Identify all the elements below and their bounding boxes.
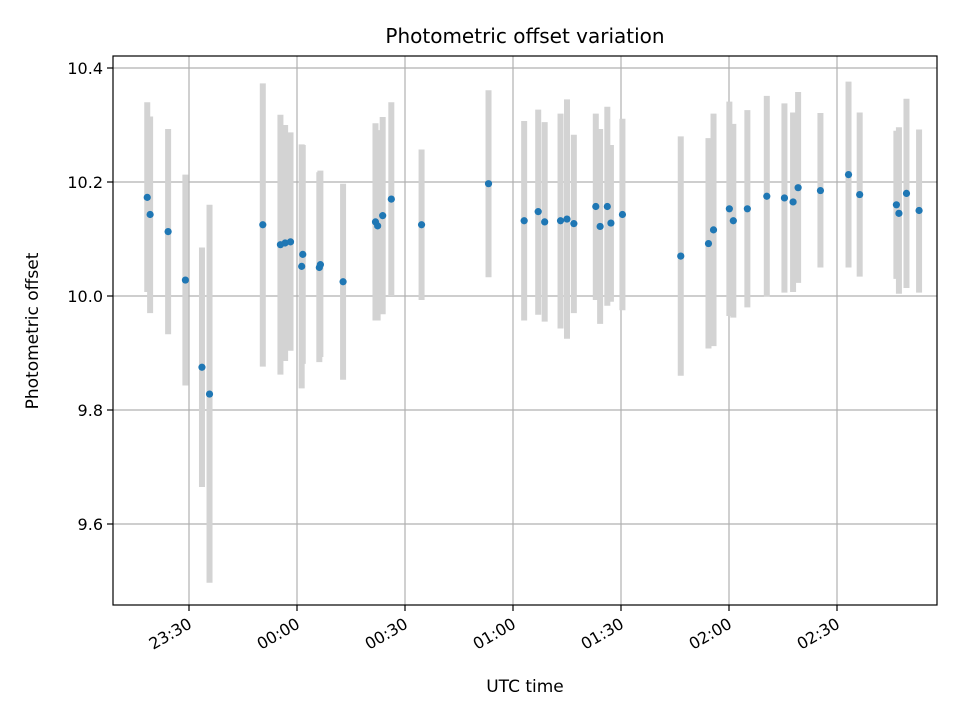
- data-point: [603, 202, 611, 211]
- data-point: [729, 217, 737, 225]
- data-point: [316, 261, 324, 269]
- y-axis-label: Photometric offset: [23, 252, 43, 409]
- y-axis-ticks: 9.6 9.8 10.0 10.2 10.4: [67, 59, 113, 534]
- data-point: [780, 194, 789, 202]
- data-point: [856, 190, 864, 199]
- data-point: [417, 221, 426, 229]
- chart-title: Photometric offset variation: [385, 24, 664, 48]
- data-point: [618, 210, 627, 219]
- data-point: [387, 195, 395, 203]
- data-point: [556, 217, 565, 225]
- data-point: [794, 184, 802, 192]
- y-tick-label: 10.2: [67, 173, 103, 192]
- data-point: [902, 189, 911, 197]
- data-point: [725, 205, 733, 213]
- data-point: [789, 198, 797, 206]
- y-tick-label: 10.0: [67, 287, 103, 306]
- data-point: [286, 238, 295, 246]
- data-point: [704, 239, 713, 248]
- data-point: [816, 186, 825, 195]
- data-point: [259, 221, 267, 229]
- data-point: [541, 218, 549, 226]
- data-point: [607, 219, 615, 227]
- data-point: [677, 252, 685, 260]
- y-tick-label: 9.6: [78, 515, 103, 534]
- data-point: [205, 390, 214, 398]
- data-point: [198, 363, 206, 371]
- data-point: [709, 226, 718, 234]
- data-point: [520, 217, 528, 225]
- data-point: [534, 208, 542, 216]
- x-axis-label: UTC time: [486, 677, 564, 697]
- data-point: [763, 192, 771, 200]
- data-point: [563, 215, 571, 223]
- data-point: [895, 209, 903, 217]
- data-point: [892, 201, 901, 209]
- data-point: [374, 222, 382, 230]
- data-point: [570, 220, 578, 228]
- data-point: [915, 206, 923, 215]
- data-point: [181, 276, 189, 284]
- data-point: [743, 205, 751, 213]
- data-point: [339, 278, 347, 286]
- data-point: [592, 202, 600, 211]
- data-point: [484, 180, 493, 188]
- data-point: [143, 193, 151, 201]
- y-tick-label: 9.8: [78, 401, 103, 420]
- data-point: [596, 222, 604, 231]
- data-point: [164, 227, 172, 236]
- data-points: [143, 170, 923, 398]
- data-point: [281, 239, 289, 247]
- data-point: [299, 250, 307, 258]
- data-point: [146, 210, 154, 219]
- data-point: [298, 262, 306, 270]
- y-tick-label: 10.4: [67, 59, 103, 78]
- data-point: [379, 212, 387, 220]
- data-point: [844, 170, 853, 179]
- plot-frame: [112, 55, 938, 606]
